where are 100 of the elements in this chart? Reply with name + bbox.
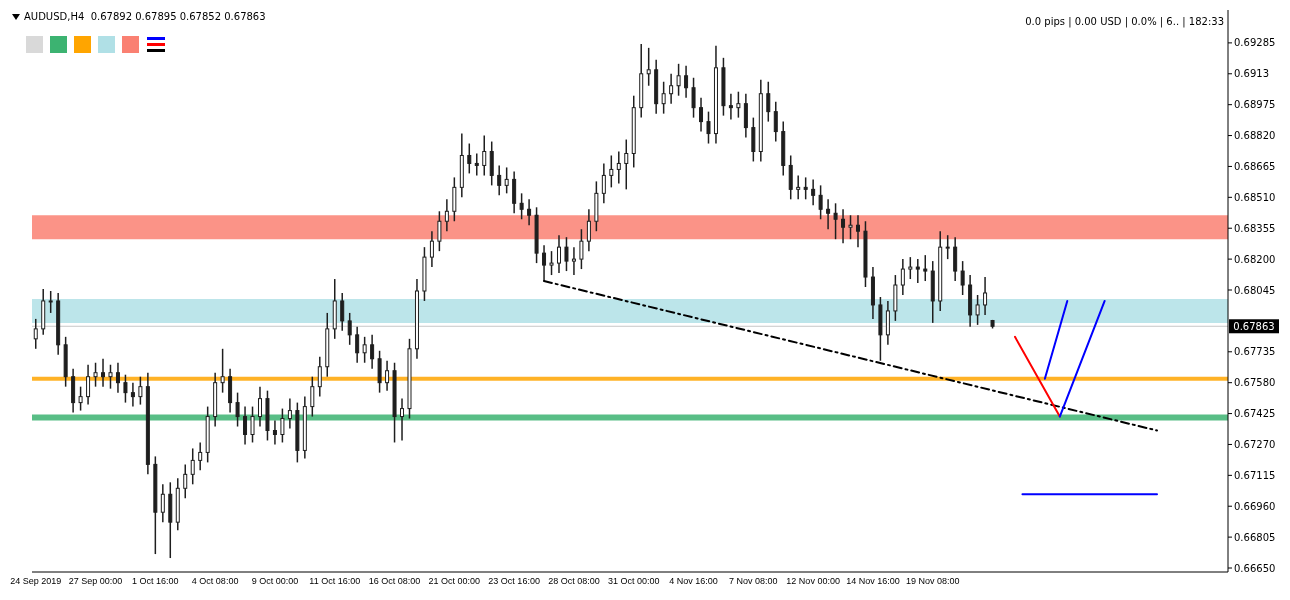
y-tick-label: 0.66650 xyxy=(1234,562,1276,574)
candlestick xyxy=(287,397,292,430)
y-tick-label: 0.68200 xyxy=(1234,253,1276,265)
candlestick xyxy=(250,405,255,444)
candlestick xyxy=(385,360,390,392)
candlestick xyxy=(915,258,920,284)
x-tick-label: 14 Nov 16:00 xyxy=(846,576,900,587)
candlestick xyxy=(908,256,913,280)
candlestick xyxy=(467,142,472,175)
x-tick-label: 27 Sep 00:00 xyxy=(68,576,123,587)
y-tick-label: 0.67270 xyxy=(1234,439,1276,450)
candlestick xyxy=(923,254,928,282)
x-tick-label: 9 Oct 00:00 xyxy=(251,576,299,587)
candlestick xyxy=(669,73,674,105)
candlestick xyxy=(624,138,629,191)
candlestick xyxy=(317,356,322,398)
candlestick xyxy=(661,80,666,115)
candlestick xyxy=(115,361,120,394)
candlestick xyxy=(370,334,375,370)
candlestick xyxy=(93,361,98,388)
candlestick xyxy=(257,385,262,428)
candlestick xyxy=(243,405,248,446)
candlestick xyxy=(616,150,621,185)
candlestick xyxy=(556,234,561,274)
candlestick xyxy=(743,92,748,139)
candlestick xyxy=(983,276,988,316)
x-tick-label: 1 Oct 16:00 xyxy=(132,576,179,587)
chart-title: AUDUSD,H4 0.67892 0.67895 0.67852 0.67863 xyxy=(24,11,266,22)
candlestick xyxy=(497,164,502,197)
candlestick xyxy=(220,348,225,394)
candlestick xyxy=(512,170,517,215)
candlestick xyxy=(549,250,554,276)
candlestick xyxy=(706,110,711,145)
candlestick xyxy=(474,152,479,177)
candlestick xyxy=(272,419,277,446)
y-tick-label: 0.6913 xyxy=(1234,68,1269,80)
candlestick xyxy=(452,176,457,222)
candlestick xyxy=(571,246,576,276)
candlestick xyxy=(347,312,352,346)
x-tick-label: 16 Oct 08:00 xyxy=(368,576,421,587)
candlestick xyxy=(766,80,771,123)
candlestick xyxy=(160,483,165,523)
x-tick-label: 4 Oct 08:00 xyxy=(191,576,239,587)
y-tick-label: 0.66960 xyxy=(1234,500,1276,512)
candlestick xyxy=(691,77,696,119)
candlestick xyxy=(362,336,367,364)
x-tick-label: 7 Nov 08:00 xyxy=(729,576,778,587)
candlestick xyxy=(527,198,532,226)
y-tick-label: 0.69285 xyxy=(1234,37,1276,49)
candlestick xyxy=(101,358,106,388)
candlestick xyxy=(33,318,38,350)
candlestick xyxy=(355,326,360,364)
candlestick xyxy=(280,407,285,444)
x-tick-label: 21 Oct 00:00 xyxy=(428,576,481,587)
candlestick xyxy=(586,208,591,252)
candlestick xyxy=(811,178,816,207)
x-tick-label: 11 Oct 16:00 xyxy=(309,576,361,587)
y-tick-label: 0.67735 xyxy=(1234,346,1276,358)
candlestick xyxy=(444,198,449,232)
candlestick xyxy=(429,230,434,268)
candlestick xyxy=(310,375,315,418)
candlestick xyxy=(826,198,831,230)
candlestick xyxy=(945,234,950,260)
candlestick xyxy=(833,202,838,240)
candlestick xyxy=(676,63,681,97)
candlestick xyxy=(818,184,823,221)
candlestick xyxy=(235,391,240,428)
candlestick xyxy=(841,208,846,244)
candlestick xyxy=(183,463,188,500)
candlestick xyxy=(736,90,741,119)
candlestick xyxy=(108,363,113,390)
y-tick-label: 0.68510 xyxy=(1234,191,1276,203)
candlestick xyxy=(437,210,442,252)
y-tick-label: 0.67115 xyxy=(1234,469,1276,481)
candlestick xyxy=(400,397,405,442)
x-tick-label: 31 Oct 00:00 xyxy=(607,576,660,587)
y-tick-label: 0.68820 xyxy=(1234,130,1276,142)
candlestick xyxy=(78,385,83,412)
candlestick xyxy=(728,92,733,121)
candlestick xyxy=(855,214,860,248)
candlestick xyxy=(609,154,614,189)
candlestick xyxy=(190,447,195,486)
candlestick xyxy=(198,441,203,472)
candlestick xyxy=(86,363,91,406)
x-tick-label: 24 Sep 2019 xyxy=(10,576,62,587)
candlestick xyxy=(489,140,494,187)
candlestick xyxy=(48,290,53,314)
candlestick xyxy=(519,192,524,221)
y-tick-label: 0.68975 xyxy=(1234,99,1276,111)
candlestick xyxy=(788,154,793,201)
y-tick-label: 0.68045 xyxy=(1234,284,1276,296)
candlestick xyxy=(646,47,651,87)
candlestick xyxy=(885,300,890,346)
x-tick-label: 28 Oct 08:00 xyxy=(548,576,600,587)
candlestick xyxy=(130,381,135,408)
y-tick-label: 0.66805 xyxy=(1234,531,1276,543)
candlestick xyxy=(773,100,778,143)
candlestick xyxy=(138,375,143,406)
candlestick xyxy=(579,228,584,270)
candlestick xyxy=(564,236,569,272)
